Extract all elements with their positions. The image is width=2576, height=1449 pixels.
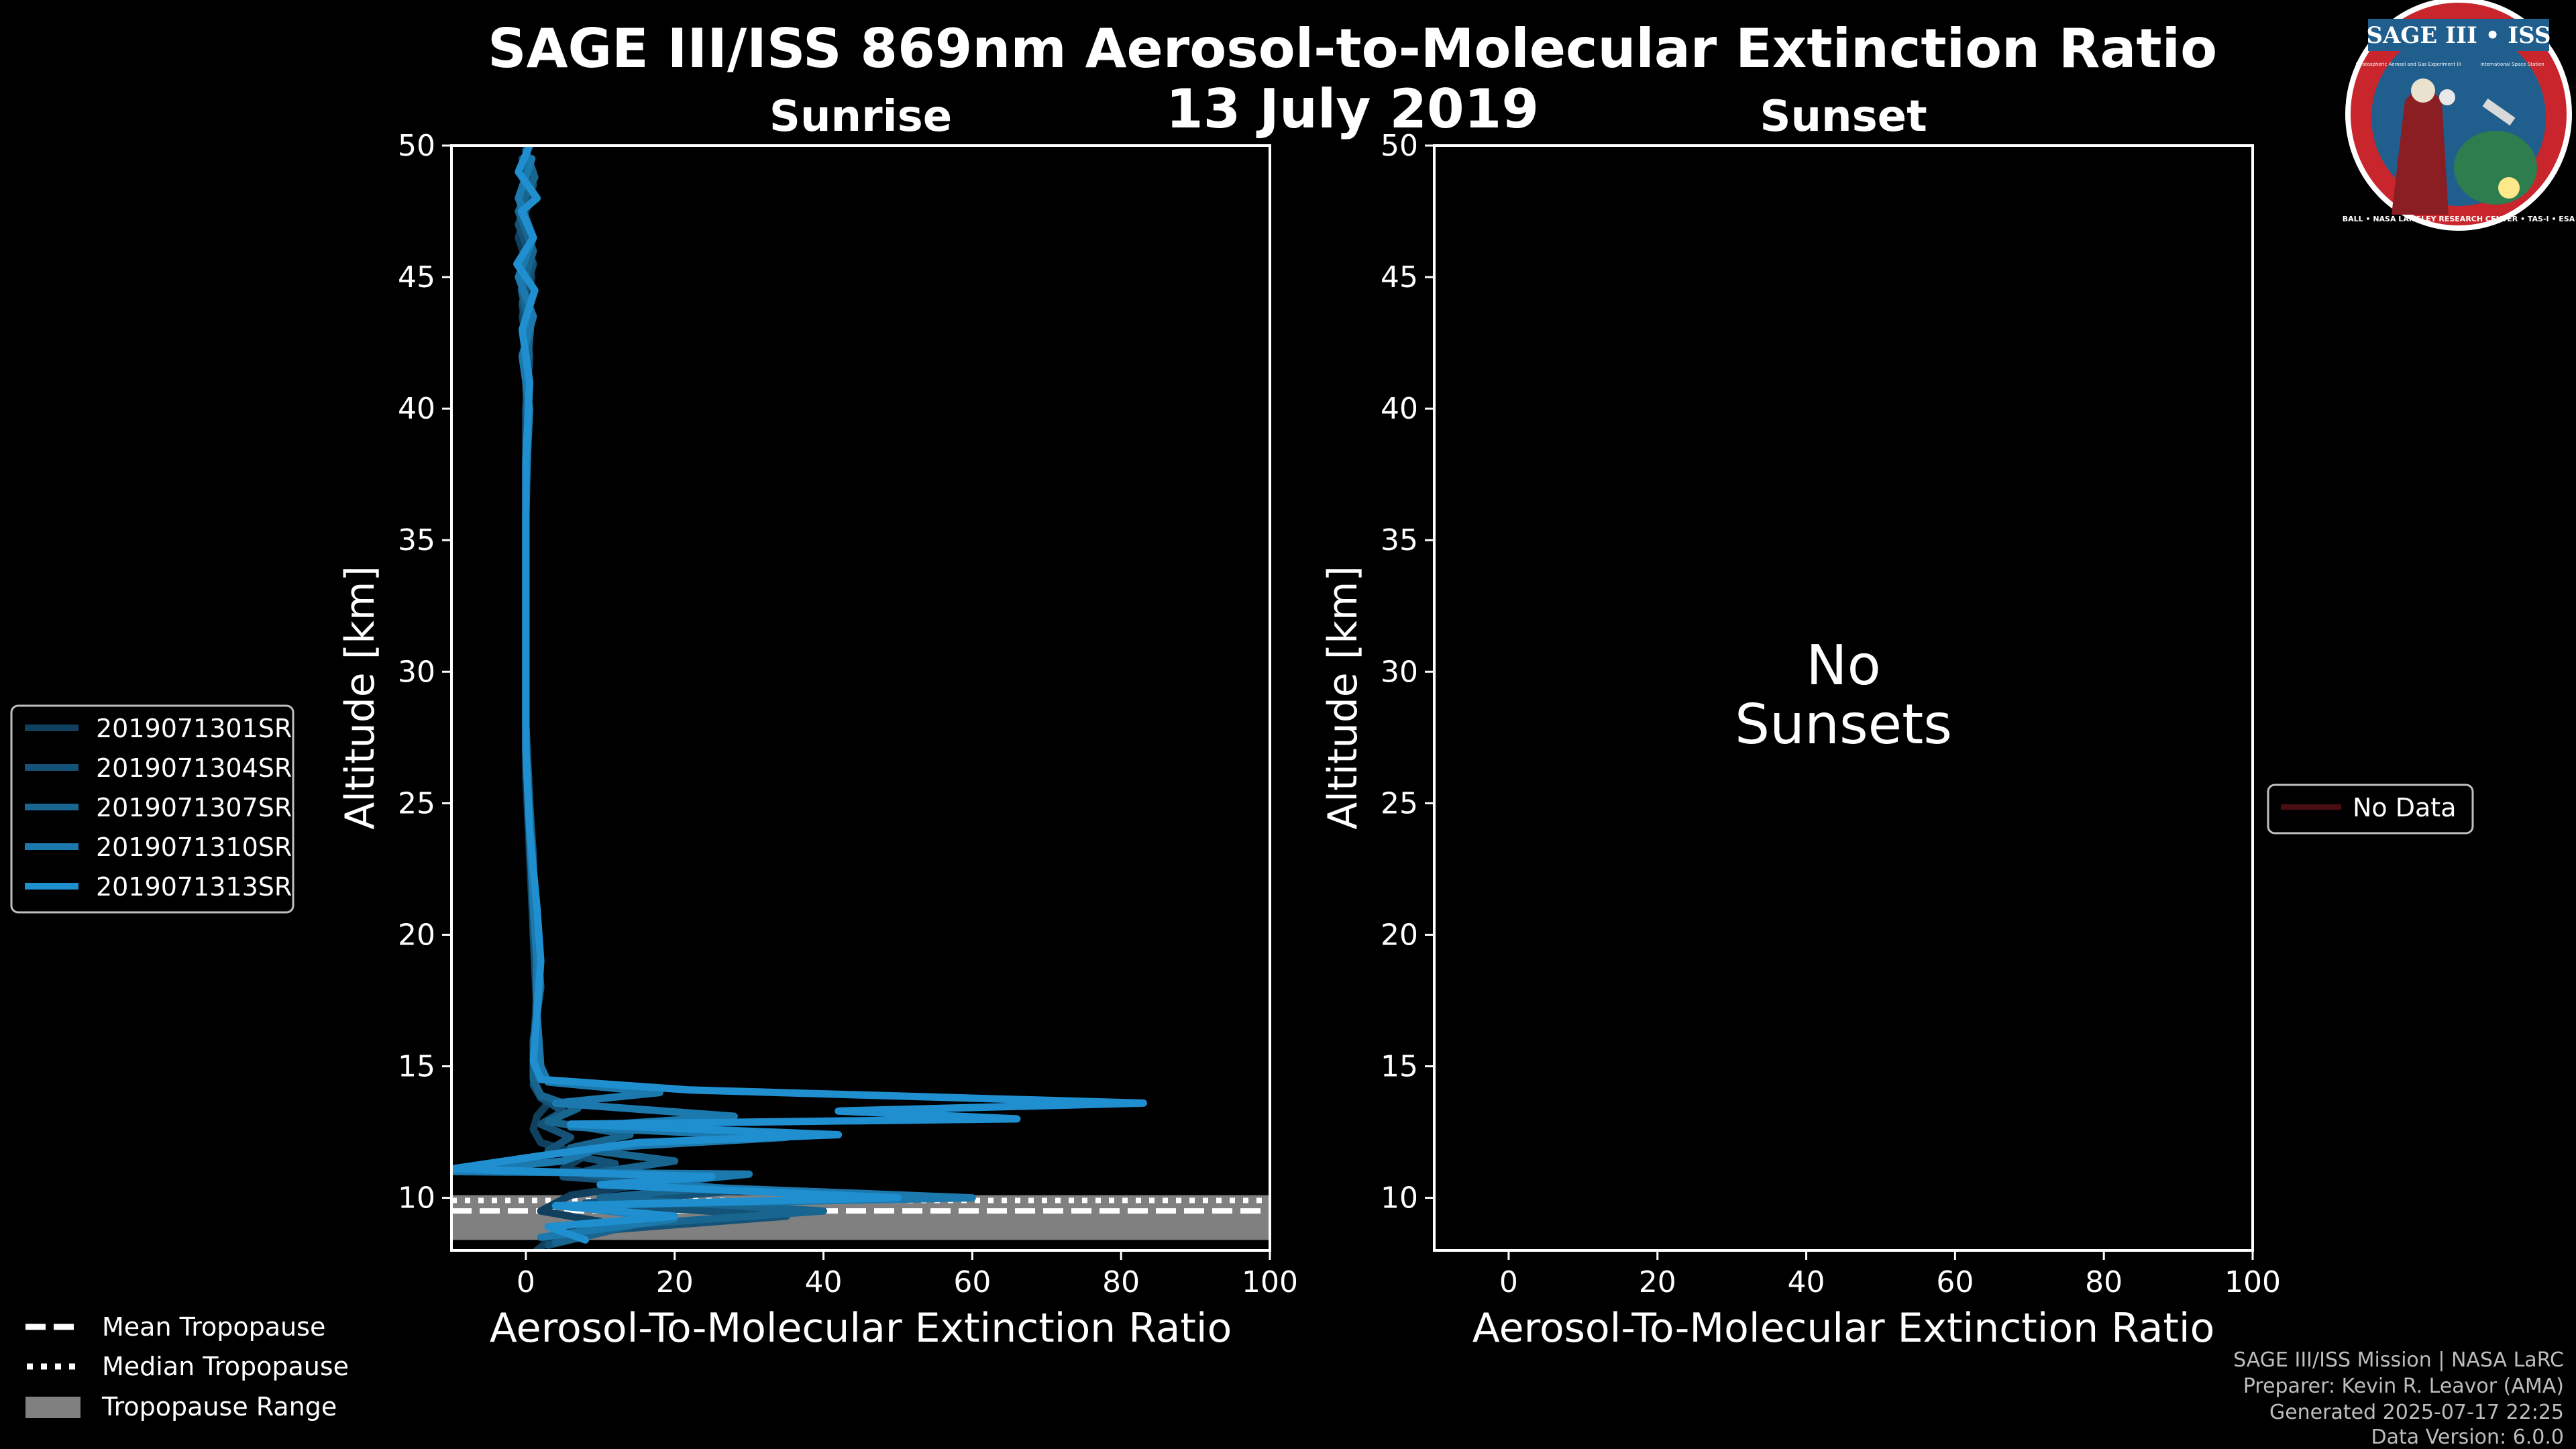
tropopause-legend: Mean Tropopause Median Tropopause Tropop…	[25, 1312, 349, 1421]
sunset-panel-title: Sunset	[1760, 92, 1927, 142]
y-tick-label: 15	[1381, 1050, 1418, 1084]
y-tick-label: 45	[1381, 260, 1418, 294]
y-tick-label: 30	[1381, 655, 1418, 689]
figure-title: SAGE III/ISS 869nm Aerosol-to-Molecular …	[488, 17, 2217, 80]
y-tick-label: 35	[1381, 523, 1418, 557]
x-tick-label: 20	[1639, 1265, 1676, 1299]
credit-line: SAGE III/ISS Mission | NASA LaRC	[2233, 1348, 2564, 1372]
earth-icon	[2454, 131, 2537, 205]
tropopause-range-label: Tropopause Range	[101, 1392, 337, 1421]
sage-iss-logo: SAGE III • ISS Stratospheric Aerosol and…	[2343, 0, 2575, 231]
y-tick-label: 40	[1381, 392, 1418, 426]
sun-icon	[2498, 177, 2520, 199]
wizard-head-icon	[2411, 78, 2435, 103]
logo-title: SAGE III • ISS	[2366, 22, 2551, 49]
legend-frame	[10, 704, 294, 914]
axis-ticks: 0 20 40 60 80 100 10 15 20 25 30 35 40 45 50	[398, 129, 1298, 1299]
x-tick-label: 80	[2085, 1265, 2123, 1299]
sunrise-xlabel: Aerosol-To-Molecular Extinction Ratio	[490, 1305, 1232, 1352]
wizard-icon	[2392, 80, 2449, 215]
logo-side-text: International Space Station	[2480, 62, 2544, 67]
y-tick-label: 15	[398, 1050, 435, 1084]
moon-icon	[2439, 89, 2455, 105]
no-data-legend-frame	[2267, 784, 2474, 835]
x-tick-label: 100	[2224, 1265, 2281, 1299]
x-tick-label: 100	[1242, 1265, 1298, 1299]
median-tropopause-label: Median Tropopause	[102, 1352, 349, 1381]
no-data-legend: No Data	[2267, 784, 2474, 835]
y-tick-label: 50	[1381, 129, 1418, 163]
y-tick-label: 30	[398, 655, 435, 689]
legend-label: 2019071307SR	[96, 793, 292, 822]
space-station-icon	[2482, 98, 2516, 126]
sunrise-panel-title: Sunrise	[769, 92, 952, 142]
x-tick-label: 60	[953, 1265, 991, 1299]
y-tick-label: 10	[398, 1181, 435, 1216]
sunrise-ylabel: Altitude [km]	[337, 566, 384, 830]
y-tick-label: 20	[398, 918, 435, 952]
credit-line: Generated 2025-07-17 22:25	[2269, 1401, 2564, 1424]
legend-label: 2019071301SR	[96, 714, 292, 743]
x-tick-label: 40	[805, 1265, 843, 1299]
legend-label: 2019071310SR	[96, 833, 292, 862]
sunrise-plot-frame	[450, 144, 1271, 1252]
legend: 2019071301SR 2019071304SR 2019071307SR 2019…	[10, 704, 294, 914]
sunset-xlabel: Aerosol-To-Molecular Extinction Ratio	[1472, 1305, 2215, 1352]
y-tick-label: 35	[398, 523, 435, 557]
y-tick-label: 25	[1381, 786, 1418, 820]
y-tick-label: 10	[1381, 1181, 1418, 1216]
y-tick-label: 25	[398, 786, 435, 820]
sunset-panel: Sunset 0 20 40 60 80 100 10 15 20 25 30 35 40 45 50 No…	[1320, 92, 2281, 1352]
series-line-2019071310SR	[451, 155, 976, 1241]
legend-label: 2019071313SR	[96, 872, 292, 902]
mean-tropopause-label: Mean Tropopause	[102, 1312, 325, 1342]
sunrise-panel: Sunrise 0 20 40 60 80 100 10 15 20 25 30 35 40 45 50 A…	[337, 92, 1298, 1352]
x-tick-label: 0	[517, 1265, 535, 1299]
tropopause-range-swatch	[25, 1397, 80, 1418]
x-tick-label: 40	[1788, 1265, 1825, 1299]
logo-title-banner	[2368, 19, 2549, 51]
no-sunsets-line-2: Sunsets	[1735, 693, 1952, 757]
sunset-plot-frame	[1433, 144, 2254, 1252]
axis-ticks: 0 20 40 60 80 100 10 15 20 25 30 35 40 45 50	[1381, 129, 2281, 1299]
no-sunsets-line-1: No	[1806, 634, 1881, 698]
figure-date: 13 July 2019	[1166, 78, 1539, 140]
legend-items: 2019071301SR 2019071304SR 2019071307SR 2019…	[25, 714, 292, 902]
x-tick-label: 20	[656, 1265, 694, 1299]
legend-label: 2019071304SR	[96, 753, 292, 783]
series-line-2019071313SR	[451, 146, 1147, 1244]
series-group	[451, 146, 1147, 1250]
credit-line: Data Version: 6.0.0	[2371, 1426, 2564, 1449]
credit-line: Preparer: Kevin R. Leavor (AMA)	[2243, 1375, 2564, 1398]
y-tick-label: 50	[398, 129, 435, 163]
logo-ring-text: BALL • NASA LANGLEY RESEARCH CENTER • TA…	[2343, 215, 2575, 223]
x-tick-label: 80	[1102, 1265, 1140, 1299]
y-tick-label: 20	[1381, 918, 1418, 952]
credits: SAGE III/ISS Mission | NASA LaRC Prepare…	[2233, 1348, 2564, 1449]
y-tick-label: 45	[398, 260, 435, 294]
sunset-ylabel: Altitude [km]	[1320, 566, 1366, 830]
x-tick-label: 60	[1936, 1265, 1974, 1299]
y-tick-label: 40	[398, 392, 435, 426]
x-tick-label: 0	[1499, 1265, 1518, 1299]
logo-small-text: Stratospheric Aerosol and Gas Experiment…	[2355, 62, 2461, 67]
legend-label: No Data	[2353, 793, 2457, 822]
